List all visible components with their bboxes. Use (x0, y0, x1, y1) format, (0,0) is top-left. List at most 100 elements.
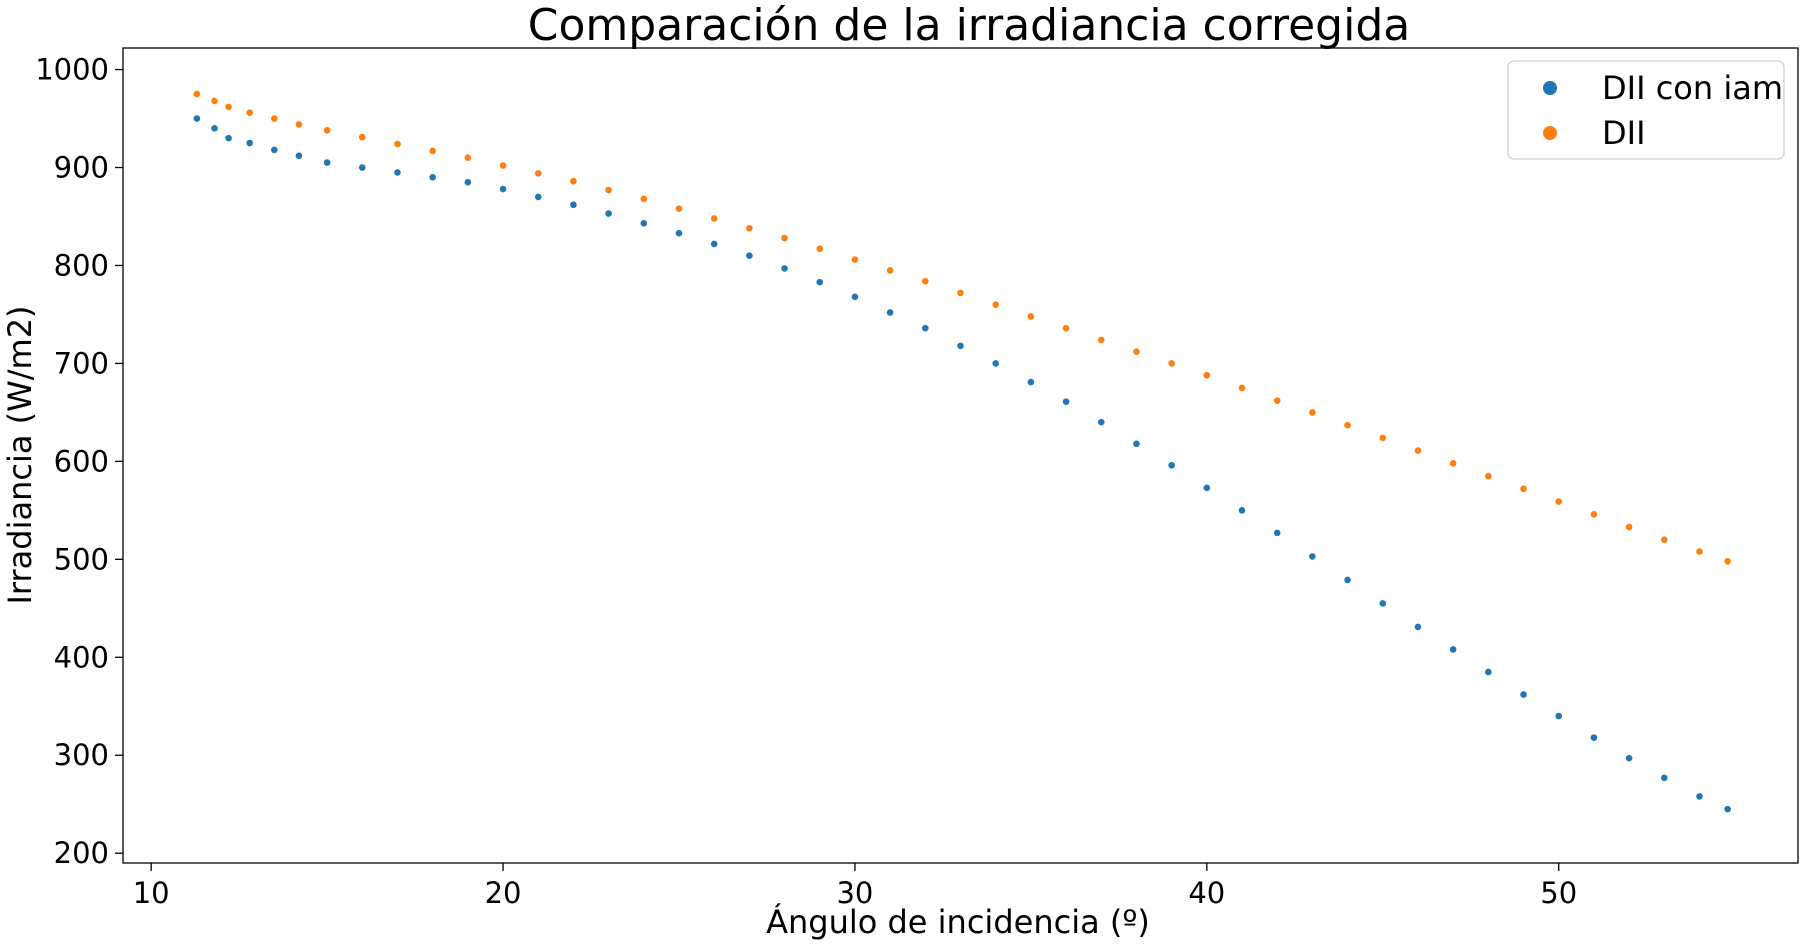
data-point (886, 309, 894, 316)
data-point (1724, 805, 1731, 813)
data-point (1660, 774, 1668, 782)
data-point (816, 245, 824, 253)
data-point (1062, 324, 1070, 332)
data-point (211, 125, 218, 132)
data-point (1097, 336, 1105, 344)
series-dii-con-iam (193, 115, 1731, 813)
y-tick-label-900: 900 (54, 151, 109, 185)
data-point (1133, 348, 1140, 355)
data-point (429, 174, 436, 181)
data-point (394, 169, 401, 176)
data-point (605, 186, 612, 194)
data-point (1414, 623, 1422, 631)
data-point (246, 139, 253, 147)
data-point (1168, 360, 1175, 367)
data-point (922, 277, 929, 285)
data-point (464, 178, 472, 186)
data-point (1238, 507, 1246, 514)
data-point (394, 140, 401, 148)
data-point (271, 115, 278, 122)
x-tick-label-20: 20 (485, 876, 522, 910)
data-point (534, 193, 542, 201)
data-point (640, 195, 648, 203)
data-point (323, 126, 331, 134)
data-point (429, 147, 436, 155)
data-point (1062, 398, 1070, 405)
data-point (295, 121, 303, 128)
chart-title: Comparación de la irradiancia corregida (528, 0, 1410, 51)
data-point (295, 152, 303, 160)
data-point (1485, 668, 1492, 676)
data-point (1344, 576, 1351, 584)
data-point (1555, 498, 1563, 505)
y-tick-label-700: 700 (54, 346, 109, 380)
data-point (675, 229, 683, 237)
y-tick-label-500: 500 (54, 542, 109, 576)
data-points (193, 90, 1731, 813)
data-point (225, 134, 232, 142)
data-point (323, 159, 331, 166)
data-point (499, 162, 507, 169)
data-point (886, 267, 894, 274)
data-point (957, 342, 964, 350)
data-point (1520, 485, 1527, 493)
y-axis-label: Irradiancia (W/m2) (1, 305, 39, 604)
y-tick-label-600: 600 (54, 444, 109, 478)
data-point (957, 289, 964, 297)
x-axis-label: Ángulo de incidencia (º) (766, 903, 1150, 941)
data-point (1273, 397, 1281, 404)
data-point (1414, 447, 1422, 454)
data-point (464, 154, 472, 162)
data-point (746, 224, 753, 232)
legend-marker-dii (1543, 126, 1557, 140)
data-point (1485, 472, 1492, 480)
data-point (1590, 734, 1598, 741)
x-tick-label-50: 50 (1540, 876, 1577, 910)
data-point (1203, 484, 1211, 492)
x-axis-ticks: 10 20 30 40 50 (133, 863, 1577, 910)
data-point (1379, 600, 1387, 607)
data-point (1133, 440, 1140, 448)
data-point (271, 146, 278, 154)
data-point (816, 278, 824, 286)
legend-marker-dii-con-iam (1543, 81, 1557, 95)
data-point (193, 115, 201, 122)
y-axis-ticks: 200 300 400 500 600 700 800 900 1000 (35, 53, 123, 870)
data-point (193, 90, 201, 98)
data-point (211, 97, 218, 105)
y-tick-label-400: 400 (54, 640, 109, 674)
axes (122, 47, 1799, 864)
data-point (1625, 754, 1633, 762)
data-point (570, 177, 577, 185)
data-point (1309, 409, 1316, 416)
x-tick-label-10: 10 (133, 876, 170, 910)
data-point (781, 265, 788, 272)
data-point (1449, 646, 1457, 653)
data-point (1660, 536, 1668, 544)
data-point (1309, 553, 1316, 560)
data-point (851, 256, 859, 263)
data-point (1344, 421, 1351, 429)
data-point (499, 185, 507, 193)
x-tick-label-40: 40 (1188, 876, 1225, 910)
data-point (1168, 461, 1175, 469)
legend-box (1507, 60, 1785, 160)
data-point (1097, 418, 1105, 426)
data-point (675, 205, 683, 212)
data-point (225, 103, 232, 111)
data-point (1696, 793, 1703, 800)
data-point (781, 234, 788, 242)
data-point (710, 240, 718, 248)
plot-frame (122, 47, 1799, 864)
data-point (710, 215, 718, 222)
data-point (992, 301, 999, 308)
x-tick-label-30: 30 (836, 876, 873, 910)
y-tick-label-1000: 1000 (35, 53, 109, 87)
data-point (1724, 557, 1731, 565)
legend: DII con iam DII (1507, 60, 1785, 160)
data-point (358, 133, 366, 141)
data-point (1590, 510, 1598, 518)
data-point (1625, 523, 1633, 531)
legend-label-dii-con-iam: DII con iam (1602, 69, 1783, 107)
